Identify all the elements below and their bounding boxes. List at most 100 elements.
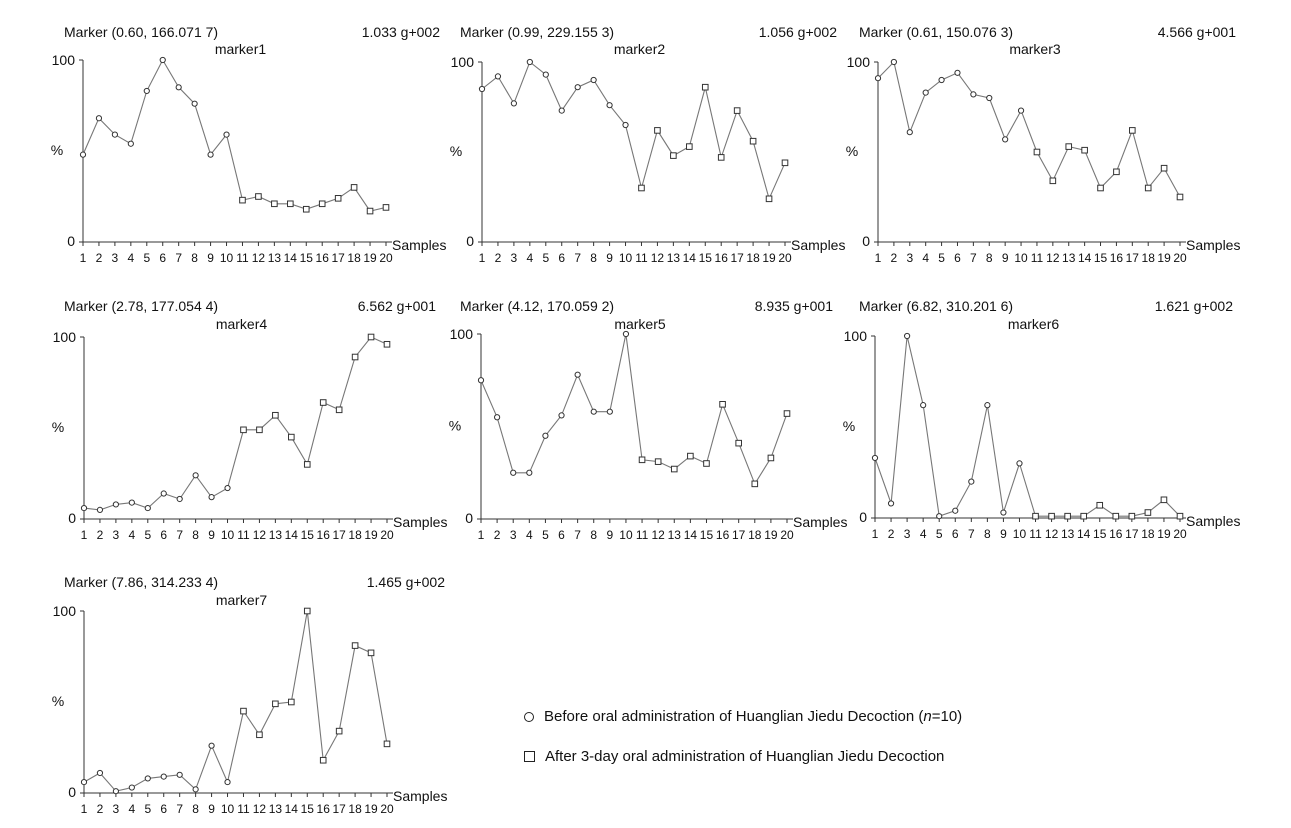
data-point-after [767, 454, 775, 462]
x-tick-label: 17 [332, 802, 346, 816]
data-point-before [887, 500, 895, 507]
data-point-after [781, 159, 789, 167]
data-point-before [510, 100, 517, 107]
data-point-before [494, 414, 501, 421]
y-tick-label: 100 [844, 328, 868, 344]
square-icon [524, 751, 535, 762]
y-tick-label: 0 [862, 233, 870, 249]
panel-header: Marker (0.60, 166.071 7) [64, 24, 218, 40]
panel-header: Marker (0.99, 229.155 3) [460, 24, 614, 40]
data-point-after [1160, 164, 1168, 172]
y-axis-label: % [51, 142, 63, 158]
y-tick-label: 0 [68, 784, 76, 800]
data-point-before [526, 58, 533, 66]
data-point-after [383, 340, 391, 348]
data-point-before [494, 73, 502, 80]
x-tick-label: 2 [888, 527, 895, 541]
data-point-after [240, 707, 247, 715]
data-point-before [112, 788, 119, 795]
data-point-after [1128, 512, 1136, 520]
x-tick-label: 2 [495, 251, 502, 265]
x-tick-label: 4 [128, 528, 135, 542]
x-tick-label: 14 [285, 802, 299, 816]
data-point-after [382, 204, 390, 211]
x-axis-label: Samples [393, 514, 447, 530]
x-tick-label: 6 [558, 528, 565, 542]
x-tick-label: 13 [269, 528, 283, 542]
data-point-after [256, 731, 263, 739]
x-tick-label: 16 [317, 802, 331, 816]
y-axis-label: % [449, 418, 461, 434]
data-point-after [335, 406, 343, 414]
x-tick-label: 8 [191, 251, 198, 265]
data-point-after [303, 607, 311, 615]
x-tick-label: 12 [651, 251, 665, 265]
x-tick-label: 16 [715, 251, 729, 265]
x-tick-label: 16 [716, 528, 730, 542]
data-point-before [986, 94, 993, 102]
data-point-before [223, 131, 230, 138]
panel-title: marker6 [1008, 316, 1060, 332]
x-tick-label: 3 [112, 251, 119, 265]
intensity-label: 4.566 g+001 [1158, 24, 1236, 40]
x-tick-label: 11 [236, 251, 249, 265]
x-axis-label: Samples [393, 788, 447, 804]
x-tick-label: 18 [348, 802, 362, 816]
x-tick-label: 7 [968, 527, 975, 541]
series-line [82, 58, 387, 212]
y-axis-label: % [846, 143, 858, 159]
data-point-before [144, 775, 151, 782]
data-point-before [590, 76, 597, 84]
y-tick-label: 100 [450, 326, 474, 342]
x-tick-label: 8 [590, 528, 597, 542]
data-point-after [302, 205, 310, 213]
data-point-after [1065, 143, 1073, 150]
x-tick-label: 19 [364, 528, 378, 542]
data-point-after [654, 458, 662, 465]
data-point-before [936, 513, 943, 520]
data-point-before [128, 499, 135, 506]
x-tick-label: 2 [891, 251, 898, 265]
data-point-before [160, 490, 167, 497]
x-tick-label: 3 [511, 251, 518, 265]
data-point-before [477, 377, 485, 384]
y-tick-label: 0 [465, 510, 473, 526]
data-point-after [318, 200, 326, 208]
x-tick-label: 4 [922, 251, 929, 265]
data-point-before [510, 469, 517, 476]
x-tick-label: 6 [954, 251, 961, 265]
data-point-after [319, 756, 327, 764]
data-point-after [1096, 501, 1104, 509]
x-tick-label: 12 [252, 251, 266, 265]
data-point-after [239, 196, 246, 204]
data-point-before [1002, 136, 1009, 143]
data-point-after [287, 200, 294, 208]
x-tick-label: 20 [778, 251, 792, 265]
data-point-before [175, 84, 182, 91]
intensity-label: 1.465 g+002 [367, 574, 445, 590]
data-point-after [735, 439, 742, 447]
data-point-before [606, 102, 613, 109]
panel-title: marker1 [215, 41, 267, 57]
x-tick-label: 6 [159, 251, 166, 265]
x-tick-label: 19 [363, 251, 377, 265]
x-tick-label: 15 [699, 251, 713, 265]
data-point-before [1016, 460, 1023, 467]
x-tick-label: 18 [1141, 527, 1155, 541]
x-tick-label: 16 [317, 528, 331, 542]
data-point-after [1064, 512, 1071, 520]
x-tick-label: 17 [1126, 251, 1140, 265]
data-point-after [701, 83, 709, 91]
x-tick-label: 12 [253, 802, 267, 816]
data-point-before [874, 75, 882, 82]
data-point-before [224, 484, 231, 492]
data-point-after [367, 333, 375, 341]
data-point-before [207, 151, 214, 158]
data-point-after [1113, 168, 1120, 176]
x-tick-label: 5 [144, 802, 151, 816]
data-point-before [970, 91, 977, 98]
x-tick-label: 12 [1046, 251, 1060, 265]
data-point-after [1144, 509, 1152, 516]
x-tick-label: 2 [97, 802, 104, 816]
